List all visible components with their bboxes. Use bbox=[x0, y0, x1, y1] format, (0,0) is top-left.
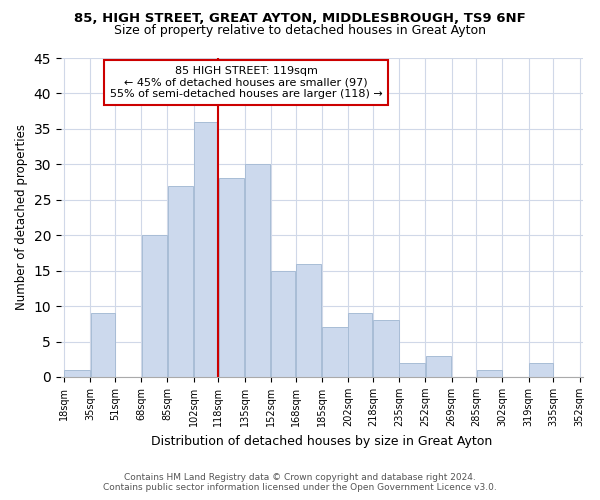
Text: Contains HM Land Registry data © Crown copyright and database right 2024.
Contai: Contains HM Land Registry data © Crown c… bbox=[103, 473, 497, 492]
Text: 85, HIGH STREET, GREAT AYTON, MIDDLESBROUGH, TS9 6NF: 85, HIGH STREET, GREAT AYTON, MIDDLESBRO… bbox=[74, 12, 526, 26]
Bar bbox=[194, 122, 218, 377]
Bar bbox=[529, 363, 553, 377]
Bar bbox=[245, 164, 271, 377]
Bar bbox=[64, 370, 90, 377]
Y-axis label: Number of detached properties: Number of detached properties bbox=[15, 124, 28, 310]
Bar bbox=[168, 186, 193, 377]
Text: Size of property relative to detached houses in Great Ayton: Size of property relative to detached ho… bbox=[114, 24, 486, 37]
Bar bbox=[91, 313, 115, 377]
Bar bbox=[296, 264, 322, 377]
Text: 85 HIGH STREET: 119sqm
← 45% of detached houses are smaller (97)
55% of semi-det: 85 HIGH STREET: 119sqm ← 45% of detached… bbox=[110, 66, 383, 99]
Bar bbox=[322, 328, 347, 377]
X-axis label: Distribution of detached houses by size in Great Ayton: Distribution of detached houses by size … bbox=[151, 434, 493, 448]
Bar bbox=[219, 178, 244, 377]
Bar bbox=[425, 356, 451, 377]
Bar bbox=[271, 270, 295, 377]
Bar bbox=[373, 320, 398, 377]
Bar bbox=[476, 370, 502, 377]
Bar bbox=[400, 363, 425, 377]
Bar bbox=[142, 235, 167, 377]
Bar bbox=[349, 313, 373, 377]
